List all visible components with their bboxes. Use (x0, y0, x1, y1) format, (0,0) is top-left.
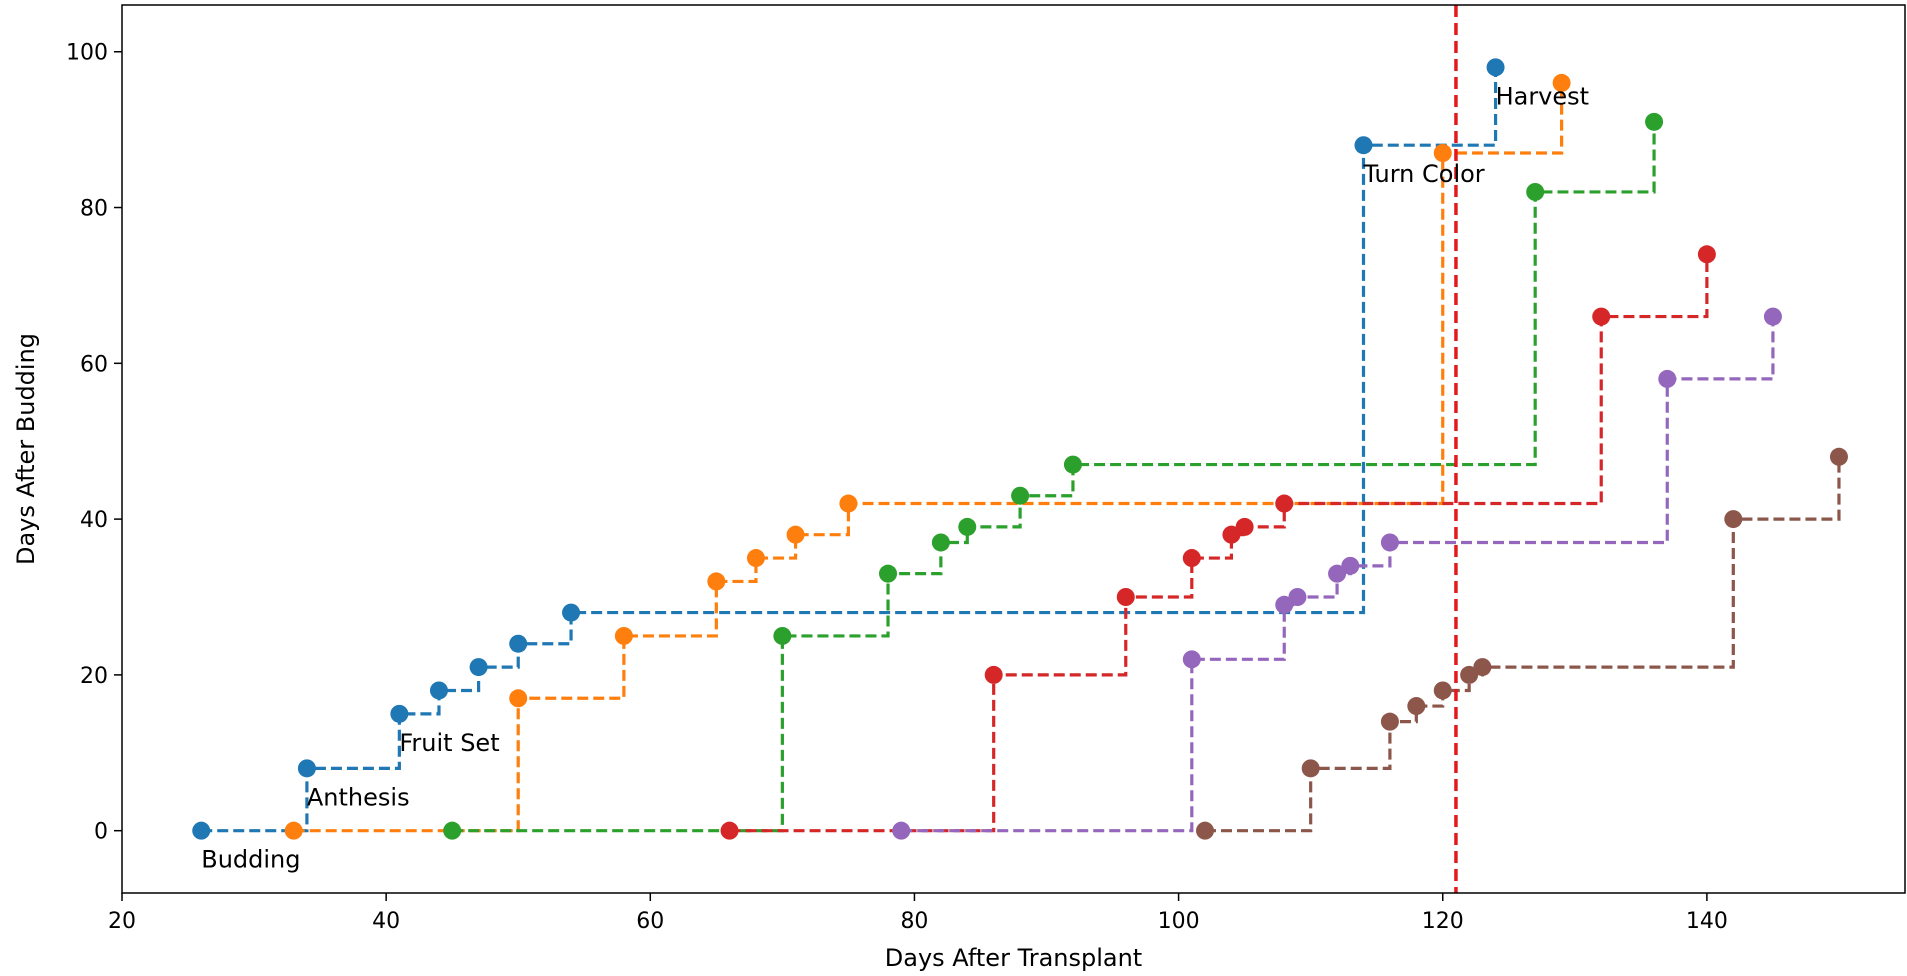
series-2 (284, 73, 1571, 840)
data-point (1697, 245, 1716, 264)
data-point (1380, 712, 1399, 731)
series-6 (1196, 447, 1848, 840)
x-tick-label: 40 (372, 909, 400, 934)
data-point (1196, 821, 1215, 840)
data-point (746, 549, 765, 568)
data-point (284, 821, 303, 840)
data-point (1301, 759, 1320, 778)
data-point (1354, 136, 1373, 155)
data-point (1724, 510, 1743, 529)
y-tick-label: 60 (80, 352, 108, 377)
data-point (469, 658, 488, 677)
data-point (1658, 369, 1677, 388)
data-point (1341, 556, 1360, 575)
data-point (931, 533, 950, 552)
y-axis-ticks: 0 20 40 60 80 100 (66, 41, 122, 845)
x-tick-label: 120 (1422, 909, 1464, 934)
data-point (614, 626, 633, 645)
data-point (562, 603, 581, 622)
data-point (1592, 307, 1611, 326)
data-point (786, 525, 805, 544)
y-tick-label: 80 (80, 197, 108, 222)
x-axis-title: Days After Transplant (885, 944, 1142, 972)
x-tick-label: 80 (900, 909, 928, 934)
y-axis-title: Days After Budding (12, 333, 40, 565)
annotation-label: Anthesis (307, 783, 410, 811)
data-point (1275, 494, 1294, 513)
series-1 (192, 58, 1505, 840)
data-point (1433, 144, 1452, 162)
series-4 (720, 245, 1716, 840)
x-tick-label: 100 (1158, 909, 1200, 934)
y-tick-label: 0 (94, 820, 108, 845)
data-point (1645, 112, 1664, 131)
data-point (1011, 486, 1030, 505)
data-point (773, 626, 792, 645)
data-point (509, 634, 528, 653)
y-tick-label: 20 (80, 664, 108, 689)
annotation-label: Harvest (1496, 82, 1590, 110)
data-point (1526, 182, 1545, 201)
data-point (1473, 658, 1492, 677)
data-point (1407, 697, 1426, 716)
data-point (707, 572, 726, 591)
data-point (1222, 525, 1241, 544)
data-point (1116, 588, 1135, 606)
data-point (1486, 58, 1505, 77)
data-point (1763, 307, 1782, 326)
data-point (720, 821, 739, 840)
data-point (429, 681, 448, 700)
annotation-layer: Budding Anthesis Fruit Set Turn Color Harves… (201, 82, 1589, 873)
data-point (1380, 533, 1399, 552)
data-point (879, 564, 898, 583)
y-tick-label: 100 (66, 41, 108, 66)
data-point (192, 821, 211, 840)
data-point (1275, 595, 1294, 614)
annotation-label: Turn Color (1362, 160, 1484, 188)
data-point (1433, 681, 1452, 700)
y-tick-label: 40 (80, 508, 108, 533)
data-point (1328, 564, 1347, 583)
plot-frame (121, 4, 1906, 894)
data-point (1829, 447, 1848, 466)
data-point (839, 494, 858, 513)
data-point (984, 665, 1003, 684)
x-axis-ticks: 20 40 60 80 100 120 140 (108, 893, 1728, 934)
data-point (297, 759, 316, 778)
data-point (892, 821, 911, 840)
annotation-label: Fruit Set (399, 729, 499, 757)
x-tick-label: 140 (1686, 909, 1728, 934)
annotation-label: Budding (201, 846, 300, 874)
data-point (1235, 517, 1254, 536)
x-tick-label: 20 (108, 909, 136, 934)
data-point (1063, 455, 1082, 474)
data-point (1288, 588, 1307, 606)
series-5 (892, 307, 1782, 840)
data-point (509, 689, 528, 708)
data-point (1182, 650, 1201, 669)
data-point (958, 517, 977, 536)
data-point (1182, 549, 1201, 568)
series-3 (443, 112, 1664, 840)
series-layer (192, 58, 1848, 840)
x-tick-label: 60 (636, 909, 664, 934)
data-point (390, 704, 409, 723)
data-point (1460, 665, 1479, 684)
series-line (293, 82, 1564, 833)
data-point (443, 821, 462, 840)
data-point (1552, 73, 1571, 92)
